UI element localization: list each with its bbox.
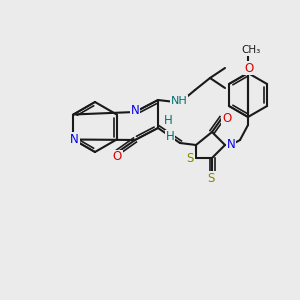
Text: H: H — [164, 113, 172, 127]
Text: N: N — [70, 133, 79, 146]
Text: NH: NH — [171, 96, 188, 106]
Text: S: S — [207, 172, 215, 184]
Text: O: O — [222, 112, 232, 125]
Text: S: S — [186, 152, 194, 166]
Text: O: O — [112, 151, 122, 164]
Text: CH₃: CH₃ — [242, 45, 261, 55]
Text: N: N — [130, 104, 140, 118]
Text: N: N — [226, 137, 236, 151]
Text: O: O — [244, 61, 253, 74]
Text: H: H — [166, 130, 174, 143]
